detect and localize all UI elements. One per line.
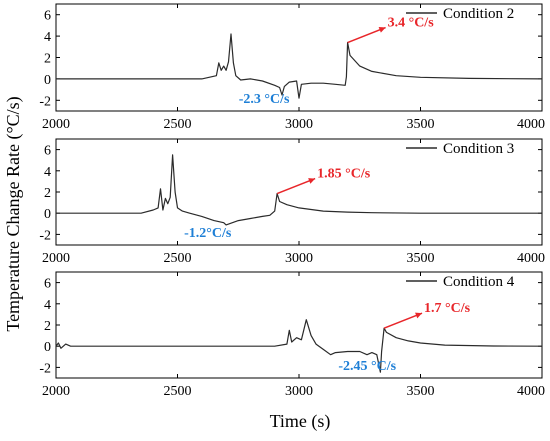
y-tick-label: 4 bbox=[44, 298, 51, 313]
x-tick-label: 2500 bbox=[164, 384, 192, 399]
annotation-label: -1.2°C/s bbox=[184, 226, 232, 241]
annotation-label: 1.85 °C/s bbox=[317, 167, 371, 182]
annotation-label: 3.4 °C/s bbox=[388, 16, 435, 31]
y-axis-title: Temperature Change Rate (°C/s) bbox=[3, 96, 24, 331]
annotation-arrowhead bbox=[308, 178, 316, 184]
legend-label: Condition 3 bbox=[443, 141, 514, 157]
annotation-arrow bbox=[383, 312, 423, 329]
y-tick-label: 0 bbox=[44, 73, 51, 88]
annotation-arrowhead bbox=[378, 27, 386, 33]
annotation-label: 1.7 °C/s bbox=[424, 301, 471, 316]
x-tick-label: 3500 bbox=[407, 251, 435, 266]
x-tick-label: 3000 bbox=[285, 384, 313, 399]
y-tick-label: 4 bbox=[44, 165, 51, 180]
panel-3: -2 0 2 4 6 2000 2500 3000 3500 4000 Condition 4 1.7… bbox=[39, 271, 545, 399]
y-tick-label: 6 bbox=[44, 144, 51, 159]
y-tick-label: -2 bbox=[39, 228, 51, 243]
y-tick-label: 4 bbox=[44, 30, 51, 45]
y-tick-label: 2 bbox=[44, 52, 51, 67]
panel-2: -2 0 2 4 6 2000 2500 3000 3500 4000 Condition 3 1.8… bbox=[39, 138, 545, 266]
annotation-arrowhead bbox=[415, 312, 423, 319]
y-tick-label: -2 bbox=[39, 94, 51, 109]
x-tick-label: 2500 bbox=[164, 117, 192, 132]
x-tick-label: 2000 bbox=[42, 384, 70, 399]
x-tick-label: 3000 bbox=[285, 117, 313, 132]
x-tick-label: 3000 bbox=[285, 251, 313, 266]
annotation-label: -2.45 °C/s bbox=[338, 359, 396, 374]
series-line bbox=[55, 319, 543, 373]
y-tick-label: 0 bbox=[44, 207, 51, 222]
annotation-arrow bbox=[347, 26, 386, 44]
x-tick-label: 2000 bbox=[42, 117, 70, 132]
annotation-arrow bbox=[276, 177, 316, 195]
legend-label: Condition 2 bbox=[443, 6, 514, 22]
x-tick-label: 2000 bbox=[42, 251, 70, 266]
y-tick-label: -2 bbox=[39, 361, 51, 376]
y-tick-label: 0 bbox=[44, 340, 51, 355]
x-axis-title: Time (s) bbox=[270, 411, 331, 432]
y-tick-label: 2 bbox=[44, 186, 51, 201]
legend-label: Condition 4 bbox=[443, 274, 515, 290]
y-tick-label: 2 bbox=[44, 319, 51, 334]
x-tick-label: 4000 bbox=[517, 117, 545, 132]
y-tick-label: 6 bbox=[44, 9, 51, 24]
x-tick-label: 4000 bbox=[517, 384, 545, 399]
y-tick-label: 6 bbox=[44, 277, 51, 292]
x-tick-label: 2500 bbox=[164, 251, 192, 266]
series-line bbox=[56, 33, 543, 99]
series-line bbox=[56, 154, 542, 226]
panel-1: -2 0 2 4 6 2000 2500 3000 3500 4000 Condition 2 3.4… bbox=[39, 3, 545, 132]
x-tick-label: 3500 bbox=[407, 384, 435, 399]
x-tick-label: 3500 bbox=[407, 117, 435, 132]
x-tick-label: 4000 bbox=[517, 251, 545, 266]
annotation-label: -2.3 °C/s bbox=[239, 92, 290, 107]
